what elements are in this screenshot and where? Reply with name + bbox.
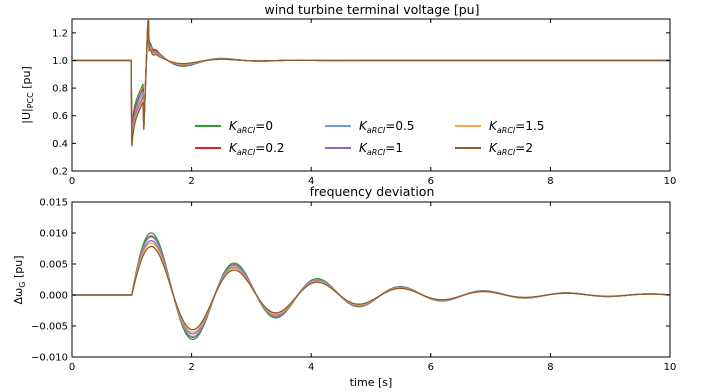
x-tick-label: 6 xyxy=(428,176,434,187)
x-tick-label: 8 xyxy=(547,176,553,187)
y-tick-label: 0.000 xyxy=(39,291,68,302)
x-tick-label: 8 xyxy=(547,362,553,373)
voltage-plot-frame xyxy=(71,18,671,172)
y-tick-label: 0.005 xyxy=(39,260,68,271)
x-tick-label: 2 xyxy=(188,176,194,187)
series-line-1 xyxy=(72,235,671,339)
x-tick-label: 0 xyxy=(69,362,75,373)
y-tick-label: 0.6 xyxy=(52,111,68,122)
legend-label: KaRCI=0.2 xyxy=(229,141,284,157)
series-line-5 xyxy=(72,245,671,331)
x-tick-label: 6 xyxy=(428,362,434,373)
y-tick-label: −0.010 xyxy=(31,353,68,364)
frequency-x-axis-label: time [s] xyxy=(350,376,393,389)
voltage-y-axis-label: |U|PCC [pu] xyxy=(20,66,35,124)
x-tick-label: 0 xyxy=(69,176,75,187)
y-tick-label: −0.005 xyxy=(31,322,68,333)
y-tick-label: 0.015 xyxy=(39,198,68,209)
legend-label: KaRCI=1 xyxy=(359,141,403,157)
frequency-plot-title: frequency deviation xyxy=(310,184,435,199)
frequency-series-group xyxy=(72,232,671,341)
series-line-1 xyxy=(72,18,670,133)
legend-label: KaRCI=0.5 xyxy=(359,119,414,135)
series-line-0 xyxy=(72,18,670,130)
frequency-plot: frequency deviation 0 2 4 6 8 10 −0.010 −0.005… xyxy=(12,184,676,389)
voltage-y-ticks: 0.2 0.4 0.6 0.8 1.0 1.2 xyxy=(52,28,670,178)
y-tick-label: 0.010 xyxy=(39,229,68,240)
voltage-plot-title: wind turbine terminal voltage [pu] xyxy=(265,2,480,17)
legend-label: KaRCI=1.5 xyxy=(489,119,544,135)
legend-label: KaRCI=0 xyxy=(229,119,273,135)
x-tick-label: 4 xyxy=(308,176,314,187)
x-tick-label: 2 xyxy=(188,362,194,373)
frequency-y-axis-label: ΔωG [pu] xyxy=(12,256,27,305)
series-line-4 xyxy=(72,18,670,144)
frequency-y-ticks: −0.010 −0.005 0.000 0.005 0.010 0.015 xyxy=(31,198,670,364)
legend: KaRCI=0 KaRCI=0.2 KaRCI=0.5 KaRCI=1 KaRCI=1.… xyxy=(195,119,544,157)
series-line-2 xyxy=(72,236,671,338)
series-line-4 xyxy=(72,242,671,333)
y-tick-label: 0.4 xyxy=(52,139,68,150)
y-tick-label: 0.2 xyxy=(52,167,68,178)
x-tick-label: 10 xyxy=(664,362,677,373)
y-tick-label: 1.2 xyxy=(52,28,68,39)
legend-label: KaRCI=2 xyxy=(489,141,533,157)
frequency-plot-frame xyxy=(71,201,671,358)
series-line-3 xyxy=(72,239,671,335)
voltage-x-ticks: 0 2 4 6 8 10 xyxy=(69,19,677,187)
voltage-series-group xyxy=(72,18,670,147)
x-tick-label: 4 xyxy=(308,362,314,373)
series-line-2 xyxy=(72,18,670,137)
series-line-5 xyxy=(72,18,670,147)
x-tick-label: 10 xyxy=(664,176,677,187)
y-tick-label: 0.8 xyxy=(52,84,68,95)
voltage-plot: wind turbine terminal voltage [pu] 0 2 4 6 8… xyxy=(20,2,676,187)
y-tick-label: 1.0 xyxy=(52,56,68,67)
frequency-x-ticks: 0 2 4 6 8 10 xyxy=(69,202,677,373)
series-line-0 xyxy=(72,232,671,341)
series-line-3 xyxy=(72,18,670,141)
